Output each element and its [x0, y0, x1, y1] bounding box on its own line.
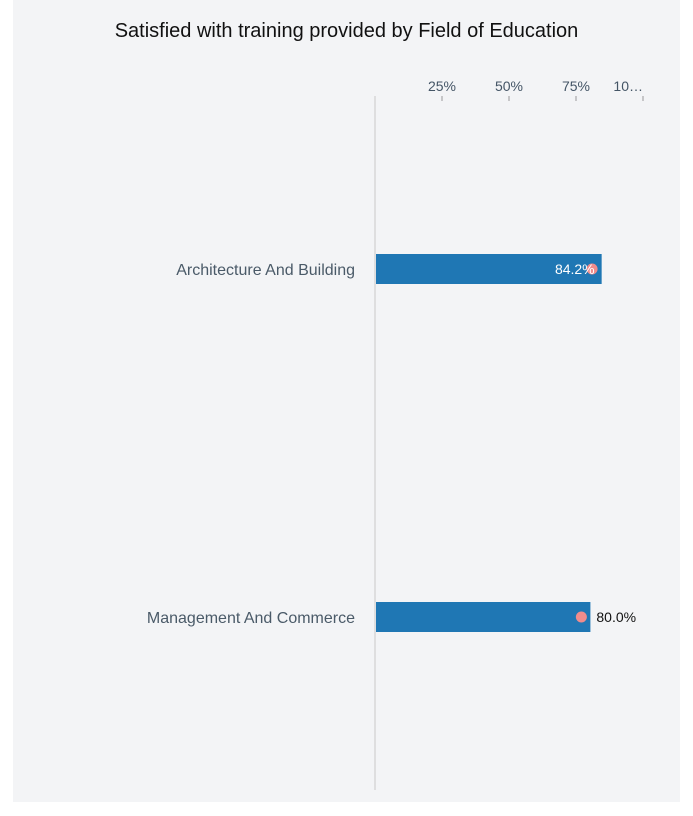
- chart-panel: [13, 0, 680, 802]
- marker-dot: [575, 611, 587, 623]
- bar[interactable]: [376, 254, 602, 284]
- x-tick-label: 25%: [428, 78, 456, 94]
- category-label: Architecture And Building: [176, 262, 355, 279]
- category-label: Management And Commerce: [147, 610, 355, 627]
- x-tick-label: 50%: [495, 78, 523, 94]
- x-tick-label: 75%: [562, 78, 590, 94]
- marker-dot: [586, 263, 598, 275]
- value-label: 84.2%: [555, 261, 595, 277]
- bars-group: Architecture And Building 84.2% Management…: [147, 254, 636, 632]
- chart-title: Satisfied with training provided by Fiel…: [114, 20, 579, 42]
- value-label: 80.0%: [596, 609, 636, 625]
- x-axis-ticks: 25% 50% 75% 10…: [428, 78, 644, 101]
- x-tick-label: 10…: [613, 78, 643, 94]
- bar[interactable]: [376, 602, 591, 632]
